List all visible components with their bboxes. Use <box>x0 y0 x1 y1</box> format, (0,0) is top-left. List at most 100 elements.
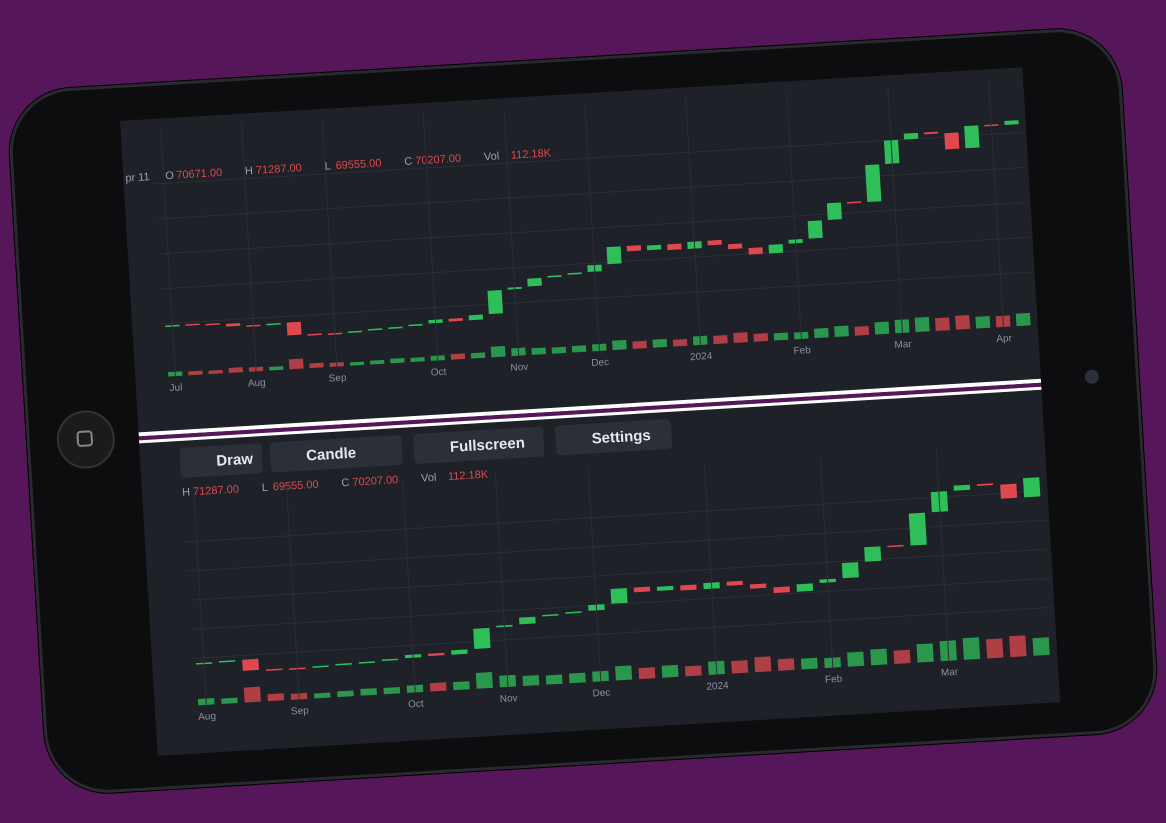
volume-bar <box>814 328 829 338</box>
volume-bar <box>801 658 818 670</box>
candle <box>707 240 721 245</box>
candle <box>206 323 220 325</box>
volume-bar <box>451 353 465 359</box>
candle <box>1023 477 1040 497</box>
candle <box>808 220 823 238</box>
camera <box>1084 369 1099 384</box>
candle <box>308 333 322 335</box>
x-tick-label: Oct <box>408 699 424 711</box>
grid-line-v <box>161 129 176 377</box>
volume-bar <box>572 345 587 352</box>
header-value: 69555.00 <box>272 479 319 494</box>
candle <box>627 245 641 251</box>
volume-bar <box>975 316 990 328</box>
volume-bar <box>1016 313 1031 326</box>
candle <box>864 546 881 561</box>
home-button[interactable] <box>55 409 116 470</box>
volume-bar <box>531 347 546 354</box>
candle <box>904 133 918 140</box>
grid-line-v <box>287 487 300 700</box>
grid-line-v <box>936 448 949 661</box>
candle <box>847 201 861 203</box>
volume-bar <box>569 673 586 684</box>
grid-line-h <box>190 578 1048 629</box>
candle <box>336 663 352 665</box>
candle <box>606 246 621 264</box>
candle <box>796 583 813 591</box>
header-value: 71287.00 <box>256 162 303 177</box>
grid-line-v <box>403 480 416 693</box>
volume-bar <box>731 660 748 673</box>
header-date: pr 11 <box>125 171 150 184</box>
x-tick-label: Oct <box>431 367 447 379</box>
volume-bar <box>552 347 567 354</box>
volume-bar <box>778 658 795 671</box>
grid-line-v <box>588 469 601 682</box>
x-tick-label: Dec <box>591 357 609 369</box>
toolbar-button-label[interactable]: Settings <box>591 427 651 447</box>
volume-bar <box>935 317 950 331</box>
candle <box>887 545 903 547</box>
x-tick-label: Aug <box>198 711 216 723</box>
candle <box>312 665 328 667</box>
candle <box>610 588 627 604</box>
candle <box>726 581 742 586</box>
candle <box>954 485 971 491</box>
x-tick-label: Aug <box>248 377 266 389</box>
x-tick-label: Feb <box>793 345 811 357</box>
x-tick-label: Nov <box>500 693 518 705</box>
header-value: 112.18K <box>448 469 489 483</box>
volume-bar <box>685 665 702 676</box>
grid-line-v <box>989 79 1004 327</box>
header-key: Vol <box>421 472 437 485</box>
candle <box>909 513 927 546</box>
volume-bar <box>350 362 364 366</box>
grid-line-v <box>888 85 903 333</box>
candle <box>519 617 536 625</box>
volume-bar <box>915 317 930 332</box>
header-key: H <box>245 165 254 177</box>
volume-bar <box>870 649 887 666</box>
candle <box>469 314 483 320</box>
toolbar-button-label[interactable]: Candle <box>306 445 357 465</box>
grid-line-v <box>241 124 256 372</box>
volume-bar <box>874 321 889 334</box>
candle <box>865 164 881 202</box>
volume-bar <box>546 675 563 685</box>
volume-bar <box>267 693 284 701</box>
candle <box>185 324 199 326</box>
grid-line-v <box>585 103 600 351</box>
volume-bar <box>754 656 771 672</box>
volume-bar <box>662 665 679 678</box>
volume-bar <box>370 360 384 365</box>
volume-bar <box>523 675 540 686</box>
volume-bar <box>615 665 632 680</box>
candle <box>266 668 282 670</box>
header-value: 112.18K <box>511 147 552 161</box>
candle <box>1000 484 1017 499</box>
candle <box>348 331 362 333</box>
screen: pr 11O70671.00H71287.00L69555.00C70207.0… <box>120 67 1060 755</box>
header-key: C <box>341 477 350 489</box>
grid-line-v <box>820 455 833 668</box>
candle <box>388 327 402 329</box>
volume-bar <box>430 682 447 691</box>
volume-bar <box>314 692 331 698</box>
x-tick-label: 2024 <box>706 680 729 692</box>
candle <box>924 132 938 135</box>
volume-bar <box>476 672 493 689</box>
candle <box>527 278 542 287</box>
header-value: 71287.00 <box>193 483 240 498</box>
candle <box>680 585 697 591</box>
candle <box>977 483 993 486</box>
grid-line-v <box>787 91 802 339</box>
volume-bar <box>491 346 506 357</box>
grid-line-v <box>504 108 519 356</box>
header-key: C <box>404 156 413 168</box>
toolbar-button-label[interactable]: Draw <box>216 451 254 470</box>
candle <box>428 653 444 656</box>
grid-line-v <box>704 462 717 675</box>
volume-bar <box>894 650 911 664</box>
header-key: H <box>182 486 191 498</box>
x-tick-label: Nov <box>510 362 528 374</box>
